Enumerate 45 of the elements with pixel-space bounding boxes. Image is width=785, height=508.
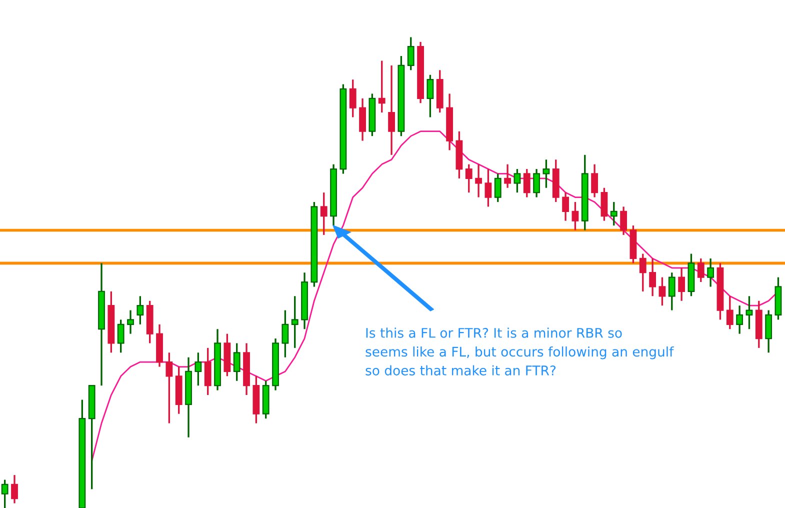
candlestick (465, 163, 472, 194)
candlestick (233, 342, 240, 382)
candlestick (484, 168, 492, 208)
candlestick (736, 304, 744, 335)
candlestick (291, 295, 298, 349)
candlestick (707, 258, 714, 288)
candlestick (765, 309, 772, 354)
candlestick (514, 168, 521, 194)
candlestick (639, 252, 646, 292)
candlestick (494, 172, 502, 203)
candlestick (136, 295, 144, 326)
candlestick (504, 163, 511, 189)
candlestick (523, 168, 530, 198)
candlestick (166, 352, 173, 424)
candlestick (127, 309, 134, 335)
candlestick (359, 98, 366, 142)
candlestick (475, 163, 482, 198)
candlestick (11, 474, 18, 504)
candlestick (600, 187, 608, 222)
candlestick (746, 295, 753, 330)
candlestick (591, 163, 598, 198)
candlestick (572, 201, 579, 232)
annotation: Is this a FL or FTR? It is a minor RBR so seems like a FL, but occurs following an engulf so does that make it an FTR? (366, 328, 674, 376)
candlestick (697, 258, 704, 283)
candlestick (194, 352, 202, 386)
candlestick (726, 295, 734, 330)
candlestick (678, 267, 686, 302)
candlestick (407, 36, 414, 71)
candlestick (542, 158, 550, 189)
candlestick (117, 318, 124, 354)
candlestick (620, 206, 628, 236)
candlestick (562, 192, 570, 222)
candlestick (320, 192, 328, 236)
candlestick (388, 64, 395, 156)
candlestick (426, 74, 434, 118)
candlestick (378, 60, 386, 114)
candlestick (668, 272, 676, 312)
candlestick (610, 201, 618, 226)
candlestick (204, 347, 212, 396)
candlestick (1, 478, 8, 508)
candlestick (282, 309, 289, 358)
candlestick (533, 168, 540, 198)
candlestick (649, 258, 656, 297)
candlestick (349, 78, 356, 118)
candlestick (658, 276, 666, 306)
